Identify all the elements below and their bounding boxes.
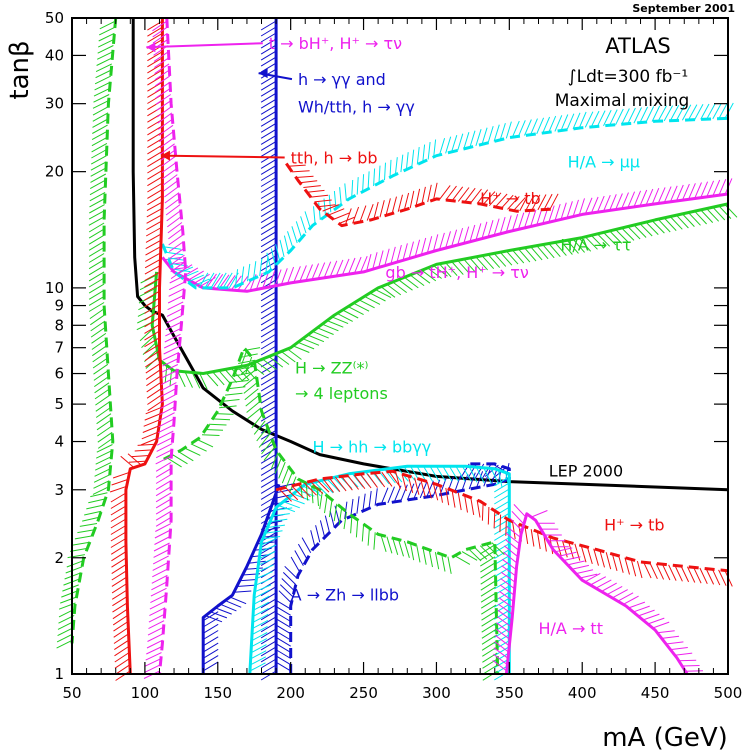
annotation-layer: t → bH⁺, H⁺ → τν h → γγ and Wh/tth, h → γγ…: [146, 34, 665, 638]
curve-h-tb-lower: [275, 469, 733, 587]
label-wh-tth-h: Wh/tth, h → γγ: [298, 97, 415, 116]
x-tick-label-350: 350: [495, 684, 524, 702]
y-tick-label-1: 1: [54, 665, 64, 683]
line-h-zz-4-leptons: [163, 346, 500, 675]
arrow-t-bh-h: [146, 42, 263, 49]
label-a-zh-llbb: A → Zh → llbb: [291, 586, 399, 605]
label-tth-h-bb: tth, h → bb: [291, 148, 378, 167]
line-a-zh-llbb-solid: [201, 483, 281, 674]
x-tick-label-50: 50: [62, 684, 81, 702]
y-tick-label-6: 6: [54, 365, 64, 383]
y-tick-label-30: 30: [45, 95, 64, 113]
x-tick-label-500: 500: [714, 684, 743, 702]
x-tick-label-100: 100: [131, 684, 160, 702]
label-h-a: H/A → ττ: [560, 235, 631, 254]
plot-frame: [71, 17, 729, 675]
label-h-tb: H⁺ → tb: [480, 189, 540, 208]
label-h-hh-bb: H → hh → bbγγ: [313, 437, 432, 456]
line-h-hh-bb: [248, 464, 511, 675]
curve-t-bh-h: [143, 17, 188, 679]
y-tick-label-3: 3: [54, 481, 64, 499]
curve-h: [260, 18, 278, 681]
arrowhead-tth-h-bb: [160, 150, 170, 161]
label-h-and: h → γγ and: [298, 70, 386, 89]
line-h-a-tt: [504, 512, 689, 675]
curve-layer: [56, 17, 738, 681]
hatch-t-bh-h: [143, 20, 186, 679]
arrowhead-h-and: [258, 68, 268, 79]
y-tick-label-7: 7: [54, 339, 64, 357]
x-tick-label-300: 300: [422, 684, 451, 702]
line-h-tb-upper: [285, 162, 554, 228]
y-tick-label-8: 8: [54, 316, 64, 334]
arrowhead-t-bh-h: [146, 42, 156, 53]
line-t-bh-h: [158, 17, 188, 675]
line-gb-th-h: [161, 192, 729, 293]
scenario-label: Maximal mixing: [555, 91, 690, 111]
x-tick-label-200: 200: [276, 684, 305, 702]
hatch-h-a-tt: [492, 504, 704, 672]
date-label: September 2001: [632, 2, 735, 15]
label-t-bh-h: t → bH⁺, H⁺ → τν: [269, 34, 402, 53]
line-h-tb-lower: [275, 469, 729, 573]
y-tick-label-2: 2: [54, 549, 64, 567]
line-a-zh-llbb-dotted: [289, 462, 511, 674]
y-tick-label-20: 20: [45, 163, 64, 181]
y-tick-label-10: 10: [45, 279, 64, 297]
x-tick-label-450: 450: [641, 684, 670, 702]
y-tick-label-4: 4: [54, 433, 64, 451]
line-green-dashed-bound-low: [70, 17, 118, 644]
label-lep-2000: LEP 2000: [549, 461, 623, 480]
label-h-tb: H⁺ → tb: [604, 516, 664, 535]
arrow-tth-h-bb: [160, 154, 285, 159]
hatch-h-tb-lower: [278, 471, 733, 587]
x-tick-label-250: 250: [349, 684, 378, 702]
label-h-a-tt: H/A → tt: [538, 619, 603, 638]
label-gb-th-h: gb → tH⁺, H⁺ → τν: [385, 263, 529, 282]
y-tick-label-9: 9: [54, 297, 64, 315]
x-axis-title: mA (GeV): [602, 723, 728, 753]
curve-h-a-tt: [492, 504, 704, 675]
line-h-a: [150, 202, 729, 375]
curve-h-tb-upper: [285, 162, 559, 228]
hatch-h-tb-upper: [288, 164, 559, 226]
y-tick-label-5: 5: [54, 395, 64, 413]
y-tick-label-40: 40: [45, 46, 64, 64]
curve-h-a: [136, 202, 738, 390]
y-axis-title: tanβ: [5, 40, 35, 99]
experiment-label: ATLAS: [605, 34, 670, 58]
label-h-zz: H → ZZ⁽*⁾: [295, 359, 368, 378]
hatch-h: [260, 20, 277, 681]
curve-tth-h-bb: [109, 18, 164, 681]
line-tth-h-bb: [124, 18, 164, 675]
hatch-tth-h-bb: [109, 20, 163, 681]
curve-h-a: [161, 102, 734, 290]
hatch-h-a: [163, 102, 734, 289]
luminosity-label: ∫Ldt=300 fb⁻¹: [568, 67, 688, 87]
x-tick-label-150: 150: [203, 684, 232, 702]
label-4-leptons: → 4 leptons: [295, 384, 388, 403]
x-tick-label-400: 400: [568, 684, 597, 702]
label-h-a: H/A → μμ: [568, 153, 640, 172]
y-tick-label-50: 50: [45, 9, 64, 27]
tick-layer: 50 100 150 200 250 300 350 400 450 500 1 2 3 4 5 6 7 8910…: [45, 9, 742, 702]
